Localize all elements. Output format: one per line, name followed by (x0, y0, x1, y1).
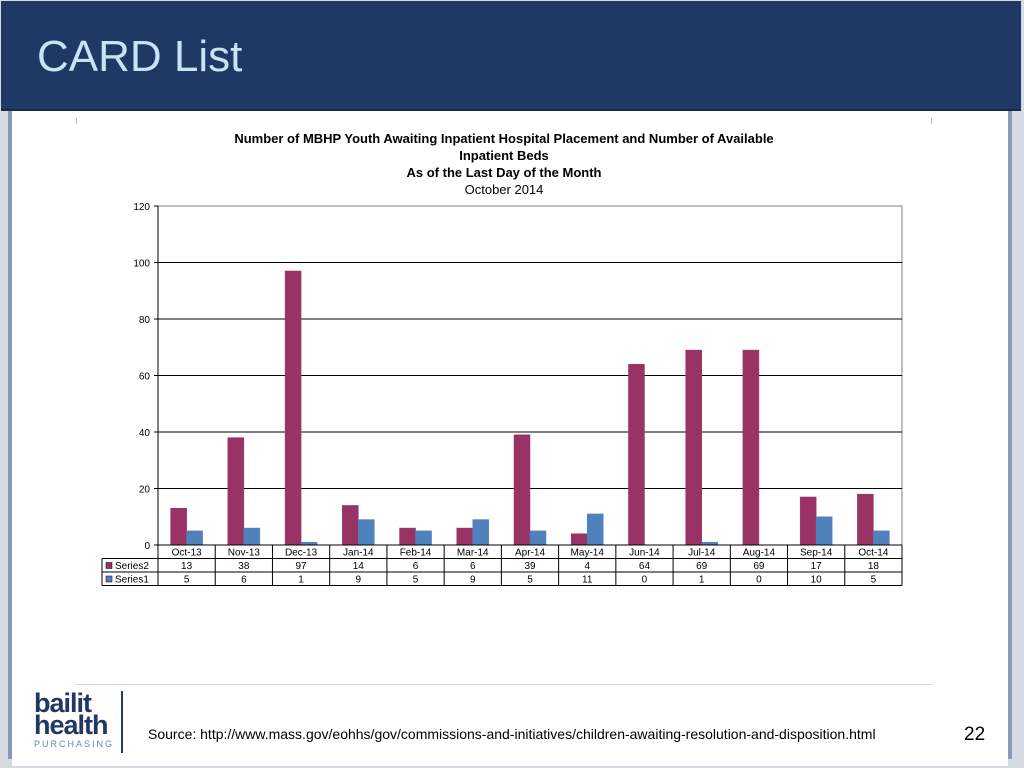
data-label-series2: 69 (696, 561, 708, 572)
data-table: Oct-13 Nov-13 Dec-13 Jan-14 Feb-14 Mar-14 Apr-… (101, 544, 903, 586)
data-label-series1: 10 (811, 575, 823, 586)
bar-series2-jun-14 (628, 363, 645, 546)
bar-series2-apr-14 (513, 434, 531, 546)
x-tick-label: Aug-14 (743, 548, 776, 559)
legend-swatch-series1 (105, 575, 113, 583)
chart-title-line-2: Inpatient Beds (459, 148, 549, 163)
bar-series2-oct-13 (170, 508, 187, 546)
bar-series2-may-14 (570, 533, 588, 546)
data-label-series1: 1 (699, 575, 705, 586)
source-citation: Source: http://www.mass.gov/eohhs/gov/co… (148, 726, 876, 742)
slide-title: CARD List (37, 32, 243, 81)
data-label-series2: 18 (868, 561, 880, 572)
right-border-strip (1008, 111, 1012, 759)
chart-title-group: Number of MBHP Youth Awaiting Inpatient … (234, 131, 773, 197)
y-tick-label: 80 (139, 315, 151, 326)
y-tick-label: 100 (133, 259, 150, 270)
page-number: 22 (964, 724, 986, 745)
data-label-series2: 38 (238, 561, 250, 572)
title-bar: CARD List (1, 1, 1021, 111)
data-label-series1: 0 (642, 575, 648, 586)
x-tick-label: Oct-13 (172, 548, 202, 559)
data-label-series1: 9 (470, 575, 476, 586)
x-tick-label: Oct-14 (858, 548, 888, 559)
logo-divider (121, 691, 123, 753)
x-tick-label: Jun-14 (629, 548, 660, 559)
x-tick-label: Nov-13 (228, 548, 261, 559)
chart-subtitle: October 2014 (465, 182, 544, 197)
data-label-series2: 4 (584, 561, 590, 572)
bar-series1-nov-13 (243, 527, 261, 546)
bar-series1-oct-14 (873, 530, 890, 546)
data-label-series1: 6 (241, 575, 247, 586)
legend-swatch-series2 (105, 562, 113, 569)
x-tick-label: Feb-14 (400, 548, 432, 559)
data-label-series1: 5 (527, 575, 533, 586)
y-axis-tick-labels: 0 20 40 60 80 100 120 (133, 202, 150, 552)
data-label-series1: 0 (756, 575, 762, 586)
y-tick-label: 60 (139, 372, 151, 383)
left-border-strip (8, 111, 12, 759)
bar-series2-nov-13 (227, 437, 245, 546)
x-tick-label: Jan-14 (343, 548, 374, 559)
x-tick-label: Sep-14 (800, 548, 833, 559)
chart-container: Number of MBHP Youth Awaiting Inpatient … (76, 118, 932, 685)
logo-text-bailit: bailit (34, 688, 92, 718)
bar-series1-mar-14 (472, 519, 490, 546)
data-label-series1: 11 (582, 575, 593, 586)
x-tick-label: Dec-13 (285, 548, 318, 559)
bailit-health-logo: bailit health PURCHASING (34, 688, 124, 754)
y-tick-label: 120 (133, 202, 150, 213)
bar-series2-feb-14 (399, 527, 416, 546)
bar-series2-sep-14 (799, 496, 817, 546)
content-area (12, 111, 1008, 766)
x-tick-label: Jul-14 (688, 548, 716, 559)
y-tick-label: 20 (139, 485, 151, 496)
bar-series2-jul-14 (685, 349, 702, 546)
bar-series2-mar-14 (456, 527, 474, 546)
data-label-series1: 5 (871, 575, 877, 586)
bar-series1-sep-14 (815, 516, 833, 546)
bar-series1-may-14 (586, 513, 604, 546)
data-label-series2: 97 (296, 561, 308, 572)
y-tick-label: 40 (139, 428, 151, 439)
data-label-series1: 9 (356, 575, 362, 586)
bar-series2-dec-13 (284, 270, 302, 546)
data-label-series1: 5 (413, 575, 419, 586)
data-label-series1: 5 (184, 575, 190, 586)
data-label-series2: 39 (524, 561, 536, 572)
data-label-series2: 6 (413, 561, 419, 572)
logo-text-health: health (34, 710, 109, 740)
data-label-series2: 64 (639, 561, 651, 572)
bar-series2-oct-14 (857, 493, 874, 546)
bar-series1-feb-14 (415, 530, 432, 546)
bar-series1-apr-14 (529, 530, 547, 546)
data-label-series2: 13 (181, 561, 193, 572)
bar-chart: Number of MBHP Youth Awaiting Inpatient … (101, 131, 903, 586)
chart-title-line-3: As of the Last Day of the Month (407, 165, 602, 180)
x-tick-label: Mar-14 (457, 548, 489, 559)
legend-label-series1: Series1 (115, 575, 149, 586)
x-tick-label: Apr-14 (515, 548, 545, 559)
data-label-series2: 14 (353, 561, 365, 572)
bar-series2-aug-14 (742, 349, 760, 546)
data-label-series2: 69 (753, 561, 765, 572)
chart-title-line-1: Number of MBHP Youth Awaiting Inpatient … (234, 131, 773, 146)
chart-corner-right (931, 118, 932, 124)
logo-text-purchasing: PURCHASING (34, 739, 115, 749)
legend-label-series2: Series2 (115, 561, 149, 572)
y-tick-label: 0 (144, 541, 150, 552)
chart-corner-left (76, 118, 77, 124)
x-tick-label: May-14 (571, 548, 605, 559)
chart-bars (170, 270, 890, 546)
bar-series1-jan-14 (358, 519, 375, 546)
data-label-series2: 6 (470, 561, 476, 572)
bar-series1-oct-13 (186, 530, 203, 546)
data-label-series2: 17 (811, 561, 823, 572)
data-label-series1: 1 (298, 575, 304, 586)
bar-series2-jan-14 (342, 505, 359, 546)
